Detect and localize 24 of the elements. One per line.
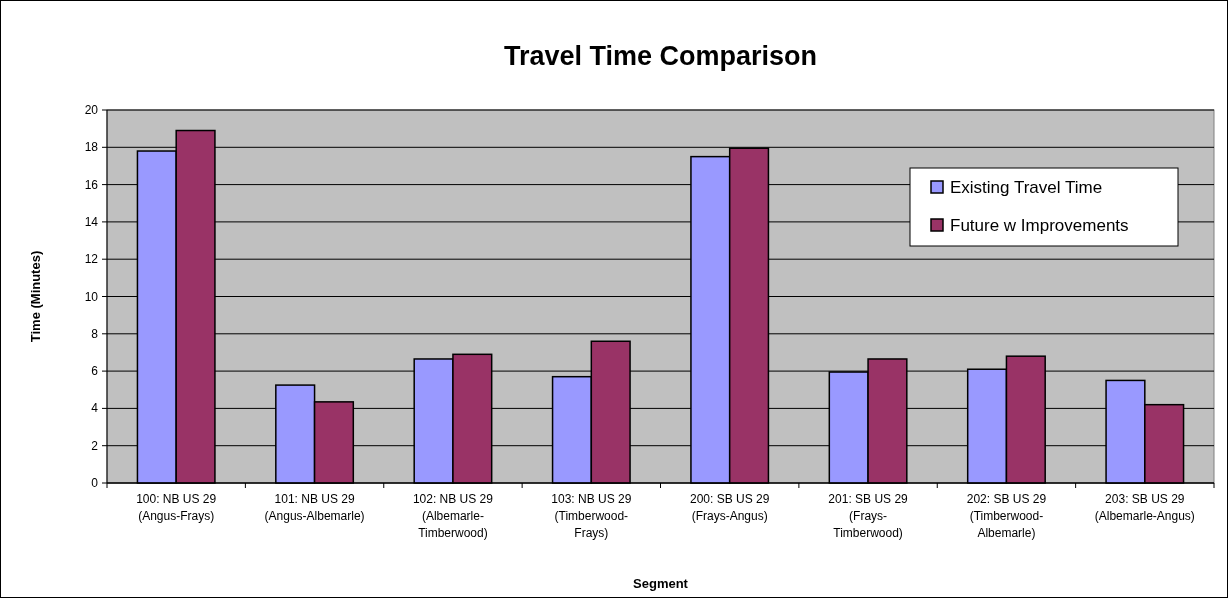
x-tick-label: 203: SB US 29 (Albemarle-Angus) bbox=[1094, 492, 1195, 523]
y-tick-label: 10 bbox=[84, 289, 99, 304]
x-tick-label: 201: SB US 29 (Frays- Timberwood) bbox=[828, 492, 909, 540]
y-tick-label: 4 bbox=[91, 401, 99, 416]
y-tick-label: 12 bbox=[84, 252, 99, 267]
x-tick-label: 202: SB US 29 (Timberwood- Albemarle) bbox=[966, 492, 1047, 540]
x-tick-label: 103: NB US 29 (Timberwood- Frays) bbox=[551, 492, 632, 540]
y-tick-label: 8 bbox=[91, 326, 99, 341]
y-tick-label: 18 bbox=[84, 140, 99, 155]
legend-label: Existing Travel Time bbox=[950, 178, 1103, 197]
y-tick-label: 20 bbox=[84, 103, 99, 117]
x-tick-label: 100: NB US 29 (Angus-Frays) bbox=[136, 492, 217, 523]
y-tick-label: 2 bbox=[91, 438, 99, 453]
y-tick-label: 0 bbox=[91, 476, 99, 490]
chart-title: Travel Time Comparison bbox=[503, 41, 818, 71]
x-tick-label: 102: NB US 29 (Albemarle- Timberwood) bbox=[412, 492, 494, 540]
x-tick-label: 101: NB US 29 (Angus-Albemarle) bbox=[264, 492, 365, 523]
x-axis-title: Segment bbox=[633, 576, 689, 591]
x-tick-label: 200: SB US 29 (Frays-Angus) bbox=[689, 492, 770, 523]
y-tick-label: 14 bbox=[84, 214, 99, 229]
legend-label: Future w Improvements bbox=[950, 216, 1129, 235]
y-tick-label: 16 bbox=[84, 177, 99, 192]
y-tick-label: 6 bbox=[91, 364, 99, 379]
y-axis-title: Time (Minutes) bbox=[28, 250, 43, 343]
